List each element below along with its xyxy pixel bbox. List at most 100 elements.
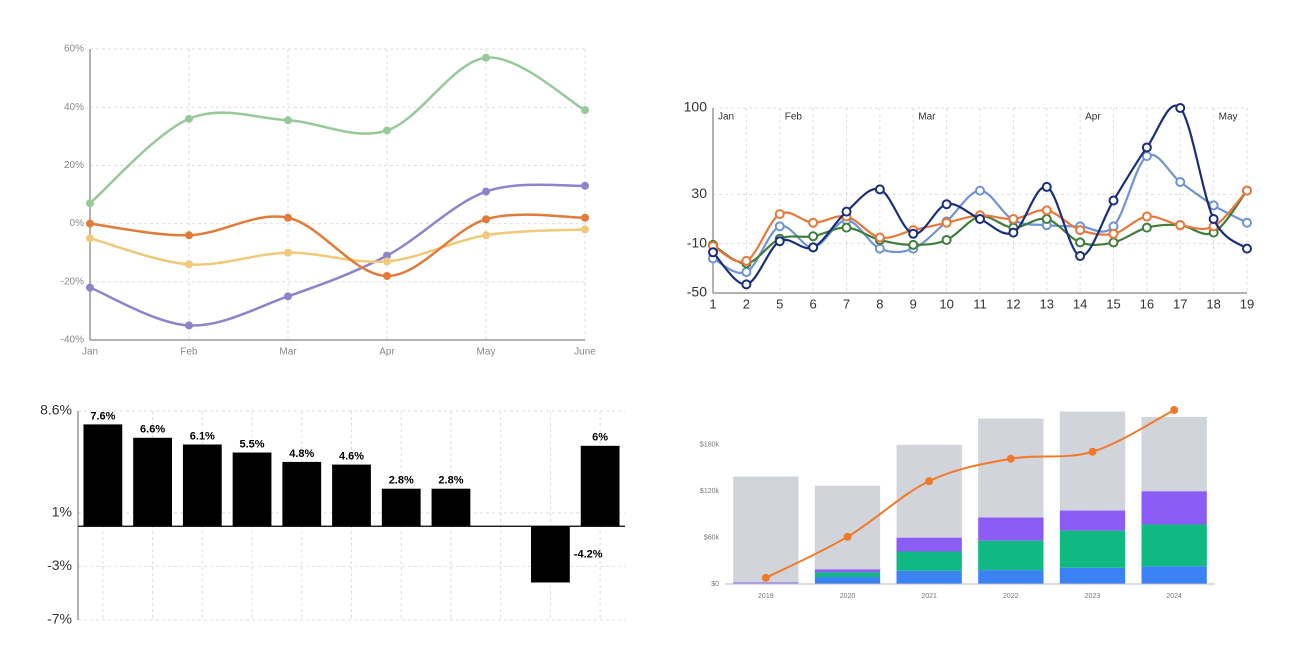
x-tick-label: 19 — [1240, 296, 1254, 311]
x-tick-label: 6 — [810, 296, 817, 311]
marker — [1208, 200, 1219, 211]
annotation: Apr — [1085, 112, 1101, 123]
y-tick-label: -7% — [47, 611, 72, 627]
annotation: May — [1219, 112, 1238, 123]
bar-segment — [733, 582, 799, 584]
value-label: 2.8% — [389, 475, 414, 487]
x-tick-label: 2020 — [840, 593, 856, 600]
marker — [86, 234, 94, 243]
marker — [1108, 228, 1119, 239]
y-tick-label: -3% — [47, 557, 72, 573]
marker — [843, 532, 852, 541]
annotation: Mar — [918, 112, 936, 123]
x-tick-label: 8 — [876, 296, 883, 311]
x-tick-label: June — [574, 347, 596, 358]
bar-segment — [978, 418, 1044, 518]
y-tick-label: -40% — [61, 335, 84, 346]
marker — [874, 232, 885, 243]
bar-segment — [1059, 567, 1126, 584]
marker — [874, 184, 885, 195]
bar — [332, 464, 371, 527]
marker — [185, 231, 193, 240]
bar — [282, 461, 322, 527]
marker — [482, 231, 490, 240]
value-label: 2.8% — [438, 475, 463, 487]
value-label: 4.8% — [289, 448, 314, 460]
x-tick-label: 2019 — [758, 593, 774, 600]
marker — [708, 247, 718, 258]
marker — [1141, 211, 1152, 222]
bar-segment — [896, 537, 962, 552]
marker — [841, 206, 852, 217]
y-tick-label: 30 — [691, 185, 707, 201]
marker — [284, 248, 292, 257]
marker — [1041, 205, 1052, 216]
y-tick-label: 1% — [52, 504, 72, 520]
line — [89, 213, 586, 278]
x-tick-label: Mar — [279, 347, 297, 358]
y-tick-label: $60k — [704, 534, 720, 541]
value-label: 6% — [592, 432, 608, 444]
marker — [1008, 214, 1019, 224]
bar-segment — [1059, 510, 1126, 531]
x-tick-label: 2 — [743, 296, 750, 311]
marker — [284, 292, 292, 301]
bar — [232, 452, 272, 527]
bar-segment — [1141, 491, 1207, 525]
marker — [774, 221, 785, 232]
marker — [774, 236, 785, 247]
y-tick-label: 40% — [64, 102, 84, 113]
marker — [86, 219, 94, 228]
value-label: 5.5% — [240, 438, 265, 450]
marker — [383, 257, 391, 266]
bar-segment — [733, 476, 799, 583]
marker — [841, 222, 852, 233]
marker — [975, 214, 985, 224]
marker — [1141, 222, 1152, 233]
marker — [874, 243, 885, 254]
x-tick-label: 10 — [939, 296, 953, 311]
marker — [941, 199, 952, 210]
line — [89, 56, 586, 205]
x-tick-label: 12 — [1006, 296, 1020, 311]
marker — [284, 116, 292, 125]
y-tick-label: $120k — [700, 488, 720, 495]
marker — [808, 242, 819, 253]
bar — [580, 445, 620, 527]
x-tick-label: May — [477, 347, 496, 358]
line — [89, 183, 586, 327]
marker — [1041, 181, 1052, 192]
marker — [1075, 251, 1086, 261]
x-tick-label: Apr — [379, 347, 395, 358]
marker — [741, 255, 752, 266]
marker — [908, 228, 919, 239]
value-label: 6.1% — [190, 430, 215, 442]
value-label: -4.2% — [574, 548, 603, 560]
y-tick-label: $0 — [711, 581, 719, 588]
marker — [185, 114, 193, 123]
x-tick-label: Feb — [180, 347, 198, 358]
marker — [975, 185, 985, 196]
marker — [1175, 177, 1186, 187]
bar — [431, 488, 471, 527]
line — [765, 409, 1175, 579]
marker — [1041, 214, 1052, 224]
marker — [482, 53, 490, 62]
marker — [908, 239, 919, 250]
bar-segment — [978, 570, 1044, 584]
x-tick-label: 2024 — [1166, 593, 1182, 600]
marker — [741, 279, 752, 290]
bar-segment — [1141, 566, 1207, 584]
bar-segment — [814, 577, 881, 584]
marker — [383, 126, 391, 135]
marker — [482, 187, 490, 196]
x-tick-label: 5 — [776, 296, 783, 311]
x-tick-label: 16 — [1140, 296, 1154, 311]
marker — [86, 283, 94, 292]
marker — [941, 234, 952, 245]
x-tick-label: 2022 — [1003, 593, 1019, 600]
marker — [1006, 454, 1015, 463]
x-tick-label: 7 — [843, 296, 850, 311]
bar-segment — [896, 551, 962, 571]
marker — [383, 271, 391, 280]
